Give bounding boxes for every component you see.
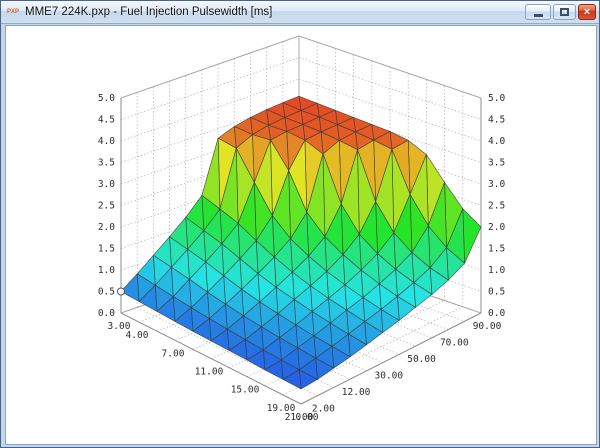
window-controls: × bbox=[525, 4, 596, 20]
app-icon: PXP bbox=[6, 9, 19, 15]
tick-label: 2.5 bbox=[98, 201, 115, 212]
tick-label: 1.0 bbox=[488, 265, 505, 276]
tick-label: 0.5 bbox=[98, 287, 115, 298]
tick-label: 0.0 bbox=[488, 308, 505, 319]
tick-label: 3.5 bbox=[98, 158, 115, 169]
tick-label: 2.0 bbox=[488, 222, 505, 233]
axis-labels: 0.0 0.0 0.5 0.5 1.0 1.0 1.5 1.5 2.0 2.0 2.5 2.5 3.0 3… bbox=[98, 93, 506, 423]
tick-label: 4.5 bbox=[488, 115, 505, 126]
tick-label: 4.00 bbox=[126, 330, 149, 341]
minimize-icon bbox=[533, 14, 543, 17]
tick-label: 4.0 bbox=[98, 136, 115, 147]
tick-label: 70.00 bbox=[440, 338, 469, 349]
tick-label: 3.00 bbox=[108, 321, 131, 332]
tick-label: 11.00 bbox=[195, 367, 224, 378]
tick-label: 3.0 bbox=[488, 179, 505, 190]
tick-label: 90.00 bbox=[473, 321, 502, 332]
tick-label: 7.00 bbox=[162, 348, 185, 359]
tick-label: 2.5 bbox=[488, 201, 505, 212]
tick-label: 30.00 bbox=[375, 371, 404, 382]
tick-label: 5.0 bbox=[488, 93, 505, 104]
maximize-button[interactable] bbox=[553, 4, 576, 20]
close-icon: × bbox=[583, 5, 591, 18]
tick-label: 0.00 bbox=[296, 412, 319, 423]
minimize-button[interactable] bbox=[525, 4, 551, 20]
tick-label: 3.5 bbox=[488, 158, 505, 169]
plot-area: 0.0 0.0 0.5 0.5 1.0 1.0 1.5 1.5 2.0 2.0 2.5 2.5 3.0 3… bbox=[5, 25, 597, 445]
tick-label: 21.00 bbox=[285, 412, 314, 423]
tick-label: 4.0 bbox=[488, 136, 505, 147]
tick-label: 1.5 bbox=[98, 244, 115, 255]
tick-label: 1.5 bbox=[488, 244, 505, 255]
tick-label: 4.5 bbox=[98, 115, 115, 126]
tick-label: 0.0 bbox=[98, 308, 115, 319]
tick-label: 15.00 bbox=[231, 385, 260, 396]
surface-chart: 0.0 0.0 0.5 0.5 1.0 1.0 1.5 1.5 2.0 2.0 2.5 2.5 3.0 3… bbox=[98, 35, 506, 423]
title-bar[interactable]: PXP MME7 224K.pxp - Fuel Injection Pulse… bbox=[1, 1, 599, 24]
tick-label: 0.5 bbox=[488, 287, 505, 298]
maximize-icon bbox=[560, 8, 569, 16]
tick-label: 2.00 bbox=[312, 404, 335, 415]
tick-label: 1.0 bbox=[98, 265, 115, 276]
tick-label: 2.0 bbox=[98, 222, 115, 233]
tick-label: 50.00 bbox=[407, 354, 436, 365]
window-title: MME7 224K.pxp - Fuel Injection Pulsewidt… bbox=[25, 6, 273, 18]
tick-label: 19.00 bbox=[267, 403, 296, 414]
surface-mesh bbox=[120, 95, 482, 390]
close-button[interactable]: × bbox=[578, 4, 596, 20]
tick-label: 3.0 bbox=[98, 179, 115, 190]
tick-label: 12.00 bbox=[342, 387, 371, 398]
selection-marker[interactable] bbox=[117, 287, 125, 296]
tick-label: 5.0 bbox=[98, 93, 115, 104]
